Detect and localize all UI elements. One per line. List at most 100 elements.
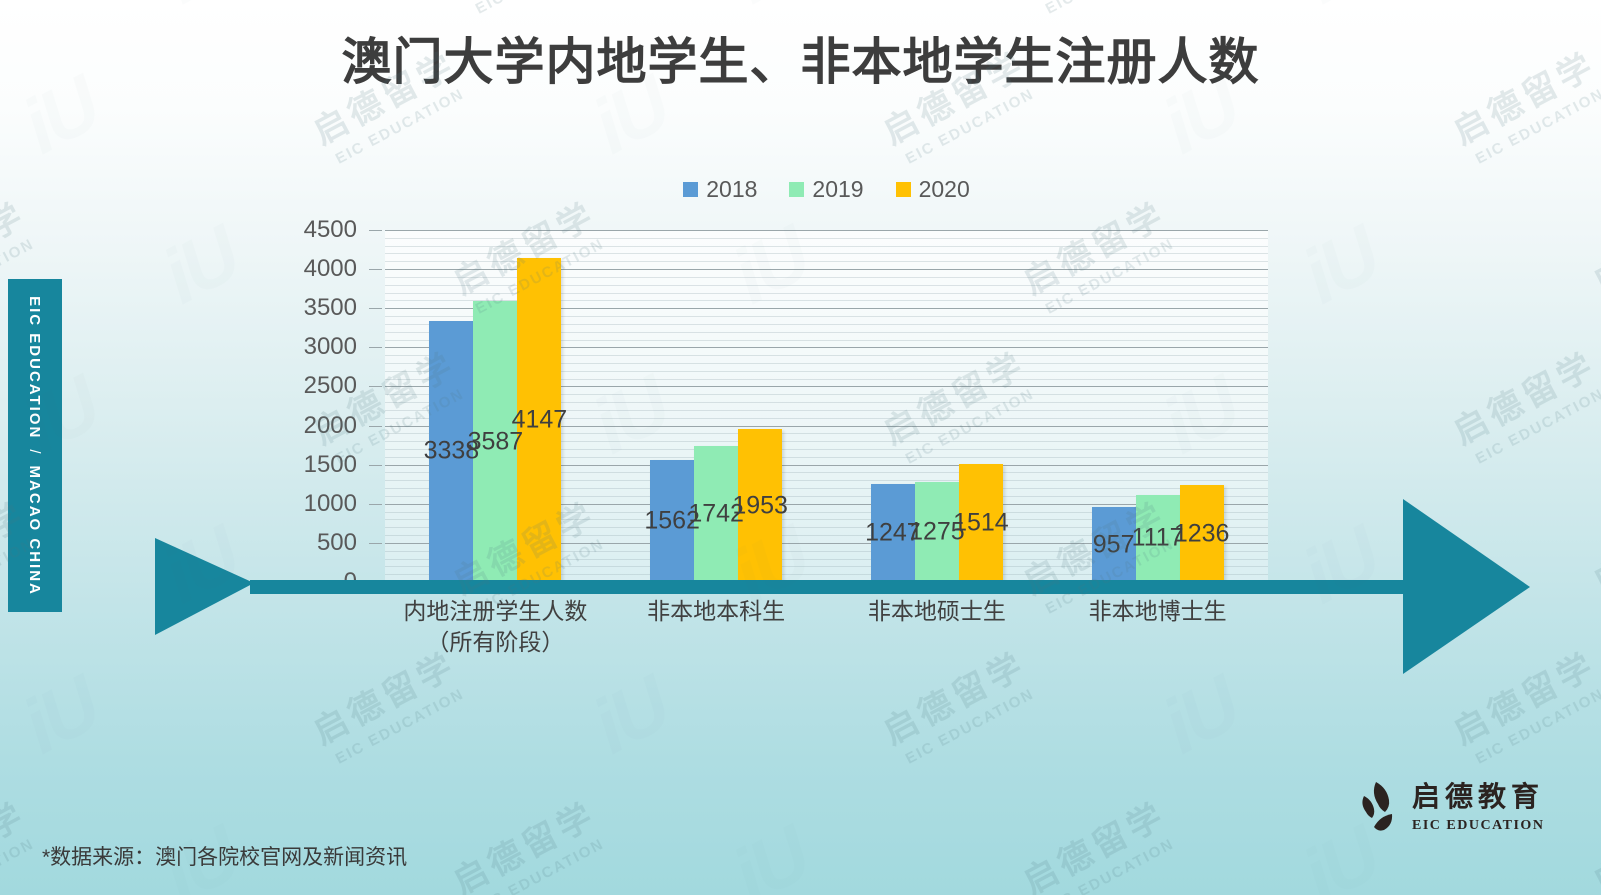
watermark-logo-icon: iU xyxy=(148,209,253,322)
bar-2018-2 xyxy=(870,484,915,582)
bar-value-label: 4147 xyxy=(511,405,568,434)
watermark-text-cn: 启德留学 xyxy=(0,0,34,4)
watermark-logo-icon: iU xyxy=(148,0,253,22)
category-label-line: 非本地博士生 xyxy=(1088,598,1227,624)
watermark-text-cn: 启德留学 xyxy=(1017,795,1173,895)
bar-2019-0 xyxy=(473,301,518,582)
legend-item-2018: 2018 xyxy=(683,176,757,203)
y-axis-tick-mark xyxy=(369,503,382,505)
gridline-minor xyxy=(385,370,1268,372)
gridline-minor xyxy=(385,284,1268,286)
gridline-minor xyxy=(385,300,1268,302)
watermark-text-cn: 启德留学 xyxy=(447,795,603,895)
category-label-3: 非本地博士生 xyxy=(1047,596,1268,627)
category-label-line: （所有阶段） xyxy=(426,629,565,656)
gridline-minor xyxy=(385,441,1268,443)
gridline-minor xyxy=(385,535,1268,537)
bar-2019-3 xyxy=(1135,494,1180,582)
gridline-minor xyxy=(385,566,1268,568)
watermark-logo-glyph: iU xyxy=(8,659,113,772)
sidebar-text-eic: EIC EDUCATION xyxy=(26,295,44,439)
gridline-minor xyxy=(385,409,1268,411)
arrow-band xyxy=(250,580,1405,594)
sidebar-vertical-text: EIC EDUCATION / MACAO CHINA xyxy=(8,279,62,612)
bar-2020-3 xyxy=(1179,485,1224,582)
y-axis-tick-mark xyxy=(369,386,382,388)
y-axis-tick-label: 0 xyxy=(343,568,357,595)
sidebar-banner: EIC EDUCATION / MACAO CHINA xyxy=(8,279,62,612)
y-axis-tick-mark xyxy=(369,542,382,544)
watermark-text-cn: 启德留学 xyxy=(1447,645,1601,753)
watermark-logo-glyph: iU xyxy=(718,809,823,895)
y-axis-tick-mark xyxy=(369,308,382,310)
bar-2018-3 xyxy=(1091,507,1136,582)
gridline-minor xyxy=(385,472,1268,474)
category-label-2: 非本地硕士生 xyxy=(827,596,1048,627)
gridline-minor xyxy=(385,519,1268,521)
bar-value-label: 957 xyxy=(1092,530,1135,559)
gridline-major xyxy=(385,542,1268,544)
legend-label: 2020 xyxy=(918,176,970,202)
watermark-text-en: EIC EDUCATION xyxy=(1472,385,1601,468)
bar-2020-1 xyxy=(738,429,783,582)
category-label-1: 非本地本科生 xyxy=(606,596,827,627)
gridline-minor xyxy=(385,276,1268,278)
category-label-0: 内地注册学生人数 （所有阶段） xyxy=(385,596,606,658)
data-source-note: *数据来源：澳门各院校官网及新闻资讯 xyxy=(42,846,408,869)
gridline-minor xyxy=(385,253,1268,255)
watermark-logo-icon: iU xyxy=(8,659,113,772)
watermark-text-en: EIC EDUCATION xyxy=(1037,0,1183,21)
legend-swatch-icon xyxy=(683,182,699,197)
gridline-minor xyxy=(385,488,1268,490)
bar-2018-0 xyxy=(429,320,474,582)
brand-name-en: EIC EDUCATION xyxy=(1412,818,1545,833)
watermark-logo-glyph: iU xyxy=(578,659,683,772)
category-label-line: 非本地硕士生 xyxy=(867,598,1006,624)
watermark-logo-icon: iU xyxy=(1288,209,1393,322)
sidebar-text-macao: MACAO CHINA xyxy=(26,465,44,596)
watermark-logo-icon: iU xyxy=(1288,509,1393,622)
bar-value-label: 1514 xyxy=(953,508,1009,537)
watermark-text-cn: 启德留学 xyxy=(1583,0,1601,4)
gridline-minor xyxy=(385,433,1268,435)
watermark-logo-glyph: iU xyxy=(718,0,823,22)
y-axis-tick-label: 4500 xyxy=(303,216,357,243)
bar-2018-1 xyxy=(650,459,695,582)
gridline-major xyxy=(385,464,1268,466)
gridline-major xyxy=(385,269,1268,271)
y-axis-tick-mark xyxy=(369,425,382,427)
watermark-text-cn: 启德留学 xyxy=(1587,795,1601,895)
bar-value-label: 1275 xyxy=(909,517,965,546)
sidebar-text-separator: / xyxy=(26,448,44,456)
legend-item-2019: 2019 xyxy=(789,176,864,203)
bar-value-label: 1742 xyxy=(688,499,744,528)
gridline-minor xyxy=(385,417,1268,419)
watermark-text-en: EIC EDUCATION xyxy=(467,0,613,21)
gridline-minor xyxy=(385,292,1268,294)
watermark-logo-icon: iU xyxy=(1288,0,1393,22)
gridline-minor xyxy=(385,261,1268,263)
y-axis-tick-label: 1000 xyxy=(303,489,357,517)
bar-value-label: 1953 xyxy=(732,491,788,520)
gridline-minor xyxy=(385,237,1268,239)
watermark-logo-icon: iU xyxy=(718,809,823,895)
watermark-logo-glyph: iU xyxy=(1288,0,1393,22)
watermark-logo-glyph: iU xyxy=(148,209,253,322)
gridline-minor xyxy=(385,355,1268,357)
bar-2019-1 xyxy=(694,445,739,582)
plot-area: 4500 4000 3500 3000 2500 2000 1500 1000 500 0 3338… xyxy=(304,216,1268,655)
watermark-logo-icon: iU xyxy=(148,509,253,622)
bar-value-label: 1247 xyxy=(865,518,921,547)
watermark-logo-icon: iU xyxy=(1148,659,1253,772)
gridline-major xyxy=(385,308,1268,310)
y-axis-tick-label: 3000 xyxy=(303,333,357,361)
gridline-minor xyxy=(385,449,1268,451)
